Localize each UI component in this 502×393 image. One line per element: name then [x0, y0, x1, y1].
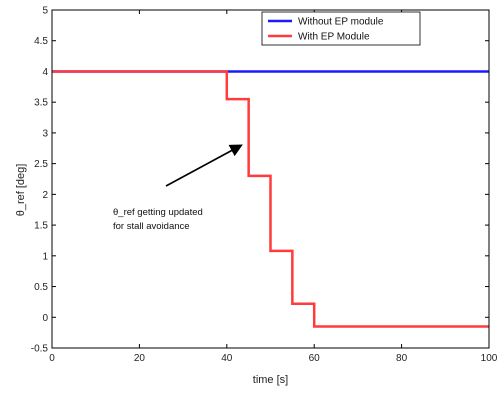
- annotation-line-1: θ_ref getting updated: [113, 207, 203, 218]
- y-tick-label: 1: [42, 251, 48, 262]
- x-tick-label: 100: [481, 353, 498, 364]
- x-axis-label: time [s]: [253, 374, 288, 386]
- y-tick-label: -0.5: [31, 344, 49, 355]
- plot-frame: [51, 9, 490, 349]
- y-tick-label: 4.5: [34, 36, 48, 47]
- annotation: θ_ref getting updated for stall avoidanc…: [113, 144, 243, 232]
- series-layer: [52, 70, 489, 328]
- y-tick-label: 1.5: [34, 221, 48, 232]
- legend-label-with-ep: With EP Module: [298, 32, 370, 43]
- legend: Without EP module With EP Module: [261, 11, 421, 46]
- y-tick-label: 0: [42, 313, 48, 324]
- x-tick-label: 0: [49, 353, 55, 364]
- annotation-arrow: [165, 144, 243, 187]
- y-tick-label: 5: [42, 6, 48, 17]
- y-tick-label: 2: [42, 190, 48, 201]
- y-tick-label: 4: [42, 67, 48, 78]
- y-tick-label: 3: [42, 128, 48, 139]
- x-tick-label: 40: [221, 353, 233, 364]
- y-tick-label: 2.5: [34, 159, 48, 170]
- series-line-with-ep: [52, 70, 489, 328]
- x-tick-label: 80: [396, 353, 408, 364]
- x-tick-label: 20: [134, 353, 146, 364]
- legend-box: [261, 11, 421, 46]
- ticks-layer: 0 20 40 60 80 100-0.500.511.522.533.544.55: [31, 6, 498, 365]
- x-tick-label: 60: [309, 353, 321, 364]
- y-axis-label: θ_ref [deg]: [15, 164, 27, 217]
- y-tick-label: 3.5: [34, 98, 48, 109]
- y-tick-label: 0.5: [34, 282, 48, 293]
- legend-label-without-ep: Without EP module: [298, 17, 384, 28]
- annotation-line-2: for stall avoidance: [113, 221, 190, 232]
